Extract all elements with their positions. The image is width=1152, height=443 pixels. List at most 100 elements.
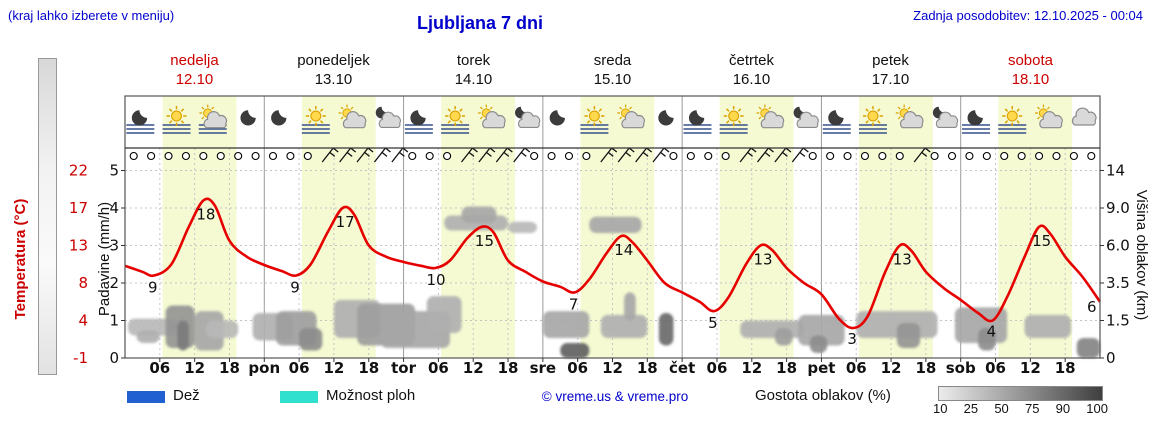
day-header-5: petek 17.10	[821, 51, 960, 89]
temperature-colorbar	[38, 58, 57, 375]
svg-text:-1: -1	[73, 349, 88, 367]
cloud-density-ticks: 10 25 50 75 90 100	[933, 401, 1108, 416]
svg-text:06: 06	[846, 359, 867, 377]
svg-text:7: 7	[569, 295, 579, 313]
svg-text:4: 4	[78, 312, 88, 330]
svg-text:12: 12	[1020, 359, 1041, 377]
svg-text:čet: čet	[669, 359, 695, 377]
svg-text:06: 06	[289, 359, 310, 377]
svg-text:06: 06	[985, 359, 1006, 377]
svg-text:1: 1	[109, 312, 119, 330]
svg-text:13: 13	[753, 251, 772, 269]
svg-text:6.0: 6.0	[1106, 237, 1130, 255]
svg-text:10: 10	[426, 271, 445, 289]
copyright-link[interactable]: © vreme.us & vreme.pro	[541, 389, 689, 404]
svg-text:0: 0	[109, 349, 119, 367]
svg-text:3.5: 3.5	[1106, 274, 1130, 292]
day-header-2: torek 14.10	[404, 51, 543, 89]
svg-text:18: 18	[196, 206, 215, 224]
cloud-height-axis-label: Višina oblakov (km)	[1133, 189, 1150, 321]
svg-text:12: 12	[741, 359, 762, 377]
svg-text:12: 12	[881, 359, 902, 377]
day-name: torek	[456, 52, 491, 69]
day-header-3: sreda 15.10	[543, 51, 682, 89]
svg-text:pon: pon	[248, 359, 280, 377]
svg-text:18: 18	[358, 359, 379, 377]
page-title: Ljubljana 7 dni	[416, 13, 543, 33]
svg-text:5: 5	[109, 162, 119, 180]
svg-text:18: 18	[915, 359, 936, 377]
temperature-axis-label: Temperatura (°C)	[12, 198, 29, 320]
day-name: ponedeljek	[297, 52, 370, 69]
svg-text:12: 12	[184, 359, 205, 377]
svg-text:15: 15	[1032, 232, 1051, 250]
svg-text:17: 17	[336, 213, 355, 231]
svg-text:18: 18	[637, 359, 658, 377]
rain-legend-swatch	[127, 391, 165, 403]
svg-text:13: 13	[893, 251, 912, 269]
day-header-0: nedelja 12.10	[125, 51, 264, 89]
svg-text:5: 5	[708, 314, 718, 332]
svg-text:4: 4	[987, 323, 997, 341]
svg-text:9: 9	[290, 279, 300, 297]
day-date: 17.10	[871, 71, 910, 88]
svg-text:4: 4	[109, 199, 119, 217]
showers-legend-label: Možnost ploh	[326, 387, 416, 404]
svg-text:sre: sre	[530, 359, 557, 377]
day-date: 18.10	[1011, 71, 1050, 88]
day-name: petek	[872, 52, 909, 69]
day-name: sobota	[1007, 52, 1054, 69]
svg-text:14: 14	[1106, 162, 1125, 180]
density-tick: 10	[933, 401, 948, 416]
density-tick: 25	[963, 401, 979, 416]
rain-legend-label: Dež	[173, 387, 200, 404]
density-tick: 50	[994, 401, 1009, 416]
svg-text:1.5: 1.5	[1106, 312, 1130, 330]
svg-text:18: 18	[219, 359, 240, 377]
location-menu-hint: (kraj lahko izberete v meniju)	[8, 8, 175, 23]
svg-text:tor: tor	[391, 359, 416, 377]
showers-legend-swatch	[280, 391, 318, 403]
cloud-density-label: Gostota oblakov (%)	[755, 387, 891, 404]
svg-text:18: 18	[776, 359, 797, 377]
svg-text:9: 9	[148, 279, 158, 297]
svg-text:14: 14	[614, 241, 633, 259]
day-header-6: sobota 18.10	[961, 51, 1100, 89]
svg-text:18: 18	[1055, 359, 1076, 377]
day-header-4: četrtek 16.10	[682, 51, 821, 89]
day-date: 15.10	[593, 71, 632, 88]
density-tick: 90	[1055, 401, 1071, 416]
day-date: 14.10	[454, 71, 493, 88]
svg-text:3: 3	[109, 237, 119, 255]
svg-text:pet: pet	[807, 359, 835, 377]
svg-text:3: 3	[847, 330, 857, 348]
svg-text:06: 06	[707, 359, 728, 377]
svg-text:6: 6	[1087, 298, 1097, 316]
day-name: četrtek	[728, 52, 774, 69]
last-updated: Zadnja posodobitev: 12.10.2025 - 00:04	[913, 8, 1143, 23]
svg-text:17: 17	[69, 199, 88, 217]
svg-text:22: 22	[69, 162, 88, 180]
svg-text:12: 12	[463, 359, 484, 377]
cloud-density-gradient	[938, 386, 1103, 401]
day-name: nedelja	[170, 52, 219, 69]
density-tick: 100	[1086, 401, 1108, 416]
day-date: 12.10	[175, 71, 214, 88]
svg-text:13: 13	[69, 237, 88, 255]
svg-text:sob: sob	[946, 359, 976, 377]
svg-text:0: 0	[1106, 349, 1116, 367]
day-date: 13.10	[314, 71, 353, 88]
svg-text:18: 18	[498, 359, 519, 377]
svg-text:8: 8	[78, 274, 88, 292]
precipitation-axis-label: Padavine (mm/h)	[96, 201, 113, 317]
svg-text:12: 12	[602, 359, 623, 377]
day-date: 16.10	[732, 71, 771, 88]
density-tick: 75	[1024, 401, 1040, 416]
svg-text:06: 06	[149, 359, 170, 377]
svg-text:06: 06	[428, 359, 449, 377]
day-header-1: ponedeljek 13.10	[264, 51, 403, 89]
svg-text:2: 2	[109, 274, 119, 292]
svg-text:06: 06	[567, 359, 588, 377]
